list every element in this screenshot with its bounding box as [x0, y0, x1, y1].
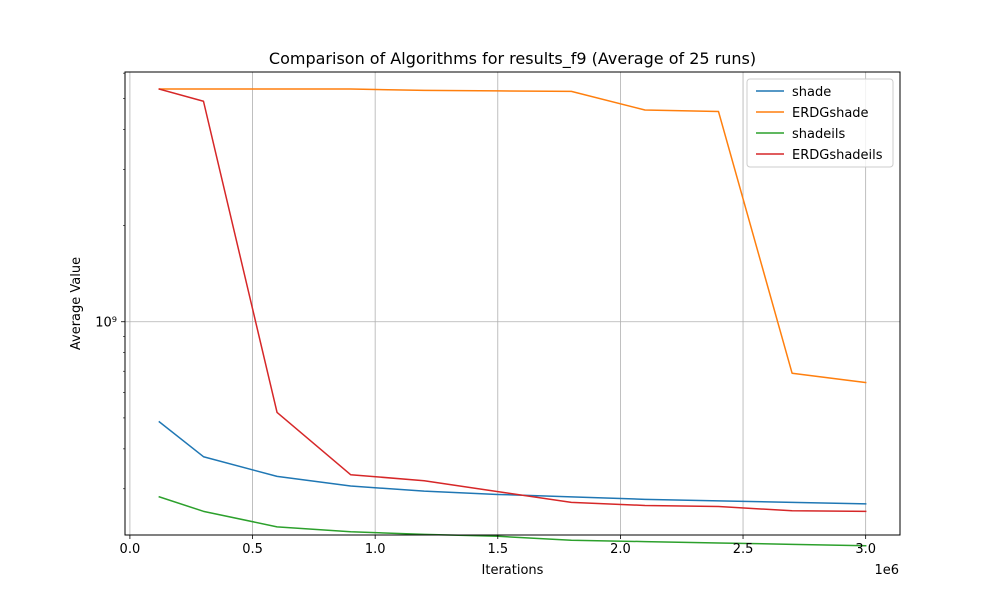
legend: shade ERDGshade shadeils ERDGshadeils [746, 78, 894, 168]
legend-label-erdgshadeils: ERDGshadeils [792, 148, 883, 163]
y-axis-label: Average Value [69, 257, 84, 350]
x-axis-label: Iterations [482, 563, 544, 578]
x-tick-label: 0.0 [120, 542, 141, 557]
legend-label-shadeils: shadeils [792, 127, 845, 142]
x-axis-offset-label: 1e6 [874, 563, 899, 578]
x-tick-label: 1.5 [487, 542, 508, 557]
y-tick-label: 10⁹ [95, 316, 117, 331]
plot-frame [124, 71, 901, 536]
legend-label-shade: shade [792, 85, 831, 100]
axis-ticks: 0.0 0.5 1.0 1.5 2.0 2.5 3.0 10⁹ [95, 72, 876, 557]
series-line-erdgshadeils [158, 88, 867, 513]
chart-title: Comparison of Algorithms for results_f9 … [269, 49, 756, 69]
grid [125, 72, 900, 535]
x-tick-label: 2.5 [733, 542, 754, 557]
x-tick-label: 0.5 [242, 542, 263, 557]
x-tick-label: 3.0 [855, 542, 876, 557]
series-line-shade [158, 420, 867, 505]
legend-frame [746, 78, 894, 168]
series-line-erdgshade [158, 88, 867, 384]
x-tick-label: 1.0 [365, 542, 386, 557]
legend-label-erdgshade: ERDGshade [792, 106, 869, 121]
x-tick-label: 2.0 [610, 542, 631, 557]
